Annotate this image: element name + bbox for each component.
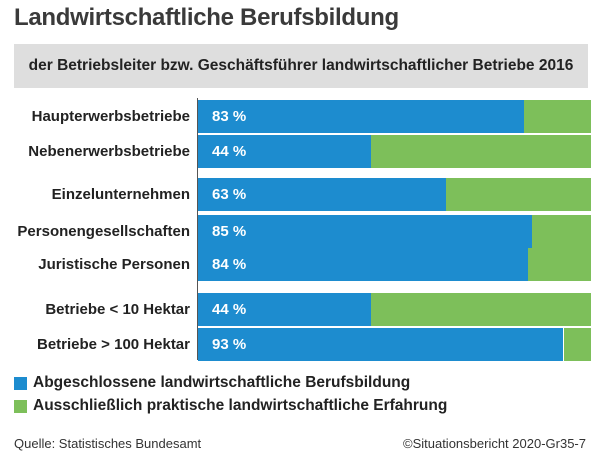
category-label: Betriebe > 100 Hektar: [36, 336, 190, 353]
legend-label-1: Ausschließlich praktische landwirtschaft…: [33, 397, 448, 414]
bar-segment-vocational: [198, 215, 533, 248]
bar-segment-practical: [524, 100, 591, 133]
bar-segment-practical: [563, 328, 591, 361]
bar-segment-vocational: [198, 328, 564, 361]
bar-value-label: 63 %: [212, 186, 247, 203]
bar-row-3: Personengesellschaften 85 %: [0, 215, 600, 248]
bar-segment-vocational: [198, 293, 371, 326]
bar-row-5: Betriebe < 10 Hektar 44 %: [0, 293, 600, 326]
axis-line: [197, 98, 198, 360]
copyright-note: ©Situationsbericht 2020-Gr35-7: [402, 436, 586, 451]
category-label: Einzelunternehmen: [51, 186, 190, 203]
legend-swatch-blue: [14, 376, 27, 390]
bar-track: 44 %: [198, 293, 591, 326]
bar-row-2: Einzelunternehmen 63 %: [0, 178, 600, 211]
bar-track: 83 %: [198, 100, 591, 133]
chart-subtitle: der Betriebsleiter bzw. Geschäftsführer …: [28, 57, 574, 74]
bar-segment-vocational: [198, 100, 525, 133]
bar-value-label: 44 %: [212, 143, 247, 160]
bar-track: 84 %: [198, 248, 591, 281]
bar-value-label: 83 %: [212, 108, 247, 125]
legend-label-0: Abgeschlossene landwirtschaftliche Beruf…: [33, 374, 411, 391]
bar-track: 63 %: [198, 178, 591, 211]
legend-item-1: Ausschließlich praktische landwirtschaft…: [14, 397, 447, 415]
bar-segment-practical: [528, 248, 591, 281]
bar-segment-vocational: [198, 178, 446, 211]
bar-row-6: Betriebe > 100 Hektar 93 %: [0, 328, 600, 361]
bar-track: 85 %: [198, 215, 591, 248]
bar-segment-practical: [370, 135, 591, 168]
category-label: Betriebe < 10 Hektar: [45, 301, 190, 318]
bar-segment-practical: [445, 178, 591, 211]
bar-value-label: 84 %: [212, 256, 247, 273]
legend-item-0: Abgeschlossene landwirtschaftliche Beruf…: [14, 374, 410, 392]
bar-segment-vocational: [198, 248, 529, 281]
source-note: Quelle: Statistisches Bundesamt: [14, 436, 202, 451]
bar-row-1: Nebenerwerbsbetriebe 44 %: [0, 135, 600, 168]
bar-row-0: Haupterwerbsbetriebe 83 %: [0, 100, 600, 133]
bar-value-label: 44 %: [212, 301, 247, 318]
legend-swatch-green: [14, 399, 27, 413]
bar-value-label: 85 %: [212, 223, 247, 240]
chart-title: Landwirtschaftliche Berufsbildung: [14, 4, 399, 31]
bar-segment-vocational: [198, 135, 371, 168]
bar-segment-practical: [370, 293, 591, 326]
subtitle-band: der Betriebsleiter bzw. Geschäftsführer …: [14, 44, 588, 88]
bar-track: 44 %: [198, 135, 591, 168]
bar-row-4: Juristische Personen 84 %: [0, 248, 600, 281]
bar-segment-practical: [532, 215, 591, 248]
bar-value-label: 93 %: [212, 336, 247, 353]
category-label: Personengesellschaften: [17, 223, 190, 240]
category-label: Nebenerwerbsbetriebe: [28, 143, 190, 160]
category-label: Juristische Personen: [38, 256, 190, 273]
category-label: Haupterwerbsbetriebe: [31, 108, 190, 125]
bar-track: 93 %: [198, 328, 591, 361]
